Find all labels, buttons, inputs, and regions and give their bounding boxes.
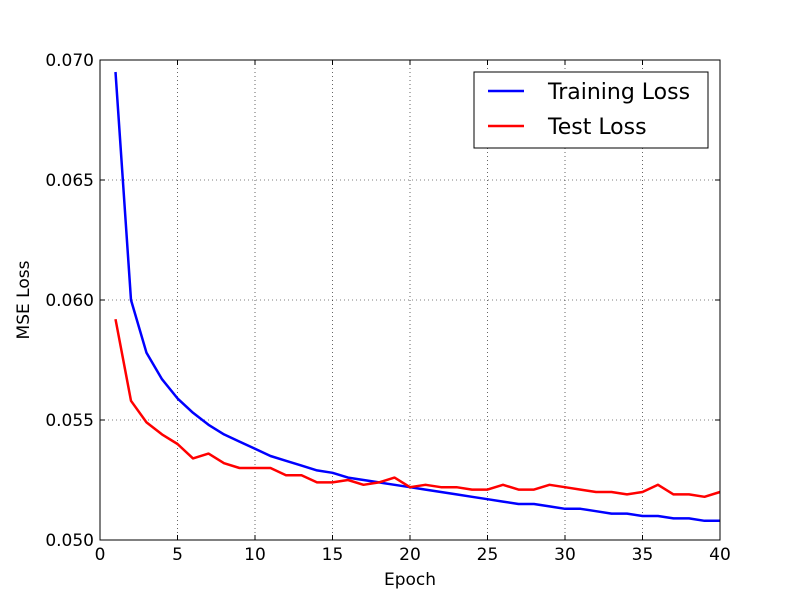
- x-tick-label: 10: [244, 545, 266, 565]
- series-line-test-loss: [114, 318, 721, 499]
- series-layer: [114, 71, 721, 523]
- x-tick-label: 5: [172, 545, 183, 565]
- y-tick-label: 0.060: [45, 291, 94, 311]
- x-tick-label: 35: [632, 545, 654, 565]
- y-tick-label: 0.065: [45, 171, 94, 191]
- x-axis-label: Epoch: [384, 570, 436, 590]
- y-tick-label: 0.050: [45, 531, 94, 551]
- series-line-training-loss: [114, 71, 720, 523]
- tick-layer: 0 5 10 15 20 25 30 35 40 0.050 0.055 0.060 0.065 0.07…: [45, 51, 730, 565]
- x-tick-label: 30: [554, 545, 576, 565]
- y-tick-label: 0.070: [45, 51, 94, 71]
- y-axis-label: MSE Loss: [14, 260, 34, 339]
- x-tick-label: 40: [709, 545, 731, 565]
- legend-label-test: Test Loss: [547, 115, 647, 140]
- legend-label-training: Training Loss: [547, 80, 690, 105]
- x-tick-label: 15: [322, 545, 344, 565]
- x-tick-label: 25: [477, 545, 499, 565]
- legend-frame: [473, 71, 709, 149]
- y-tick-label: 0.055: [45, 411, 94, 431]
- legend: Training Loss Test Loss: [473, 71, 709, 149]
- x-tick-label: 0: [95, 545, 106, 565]
- x-tick-label: 20: [399, 545, 421, 565]
